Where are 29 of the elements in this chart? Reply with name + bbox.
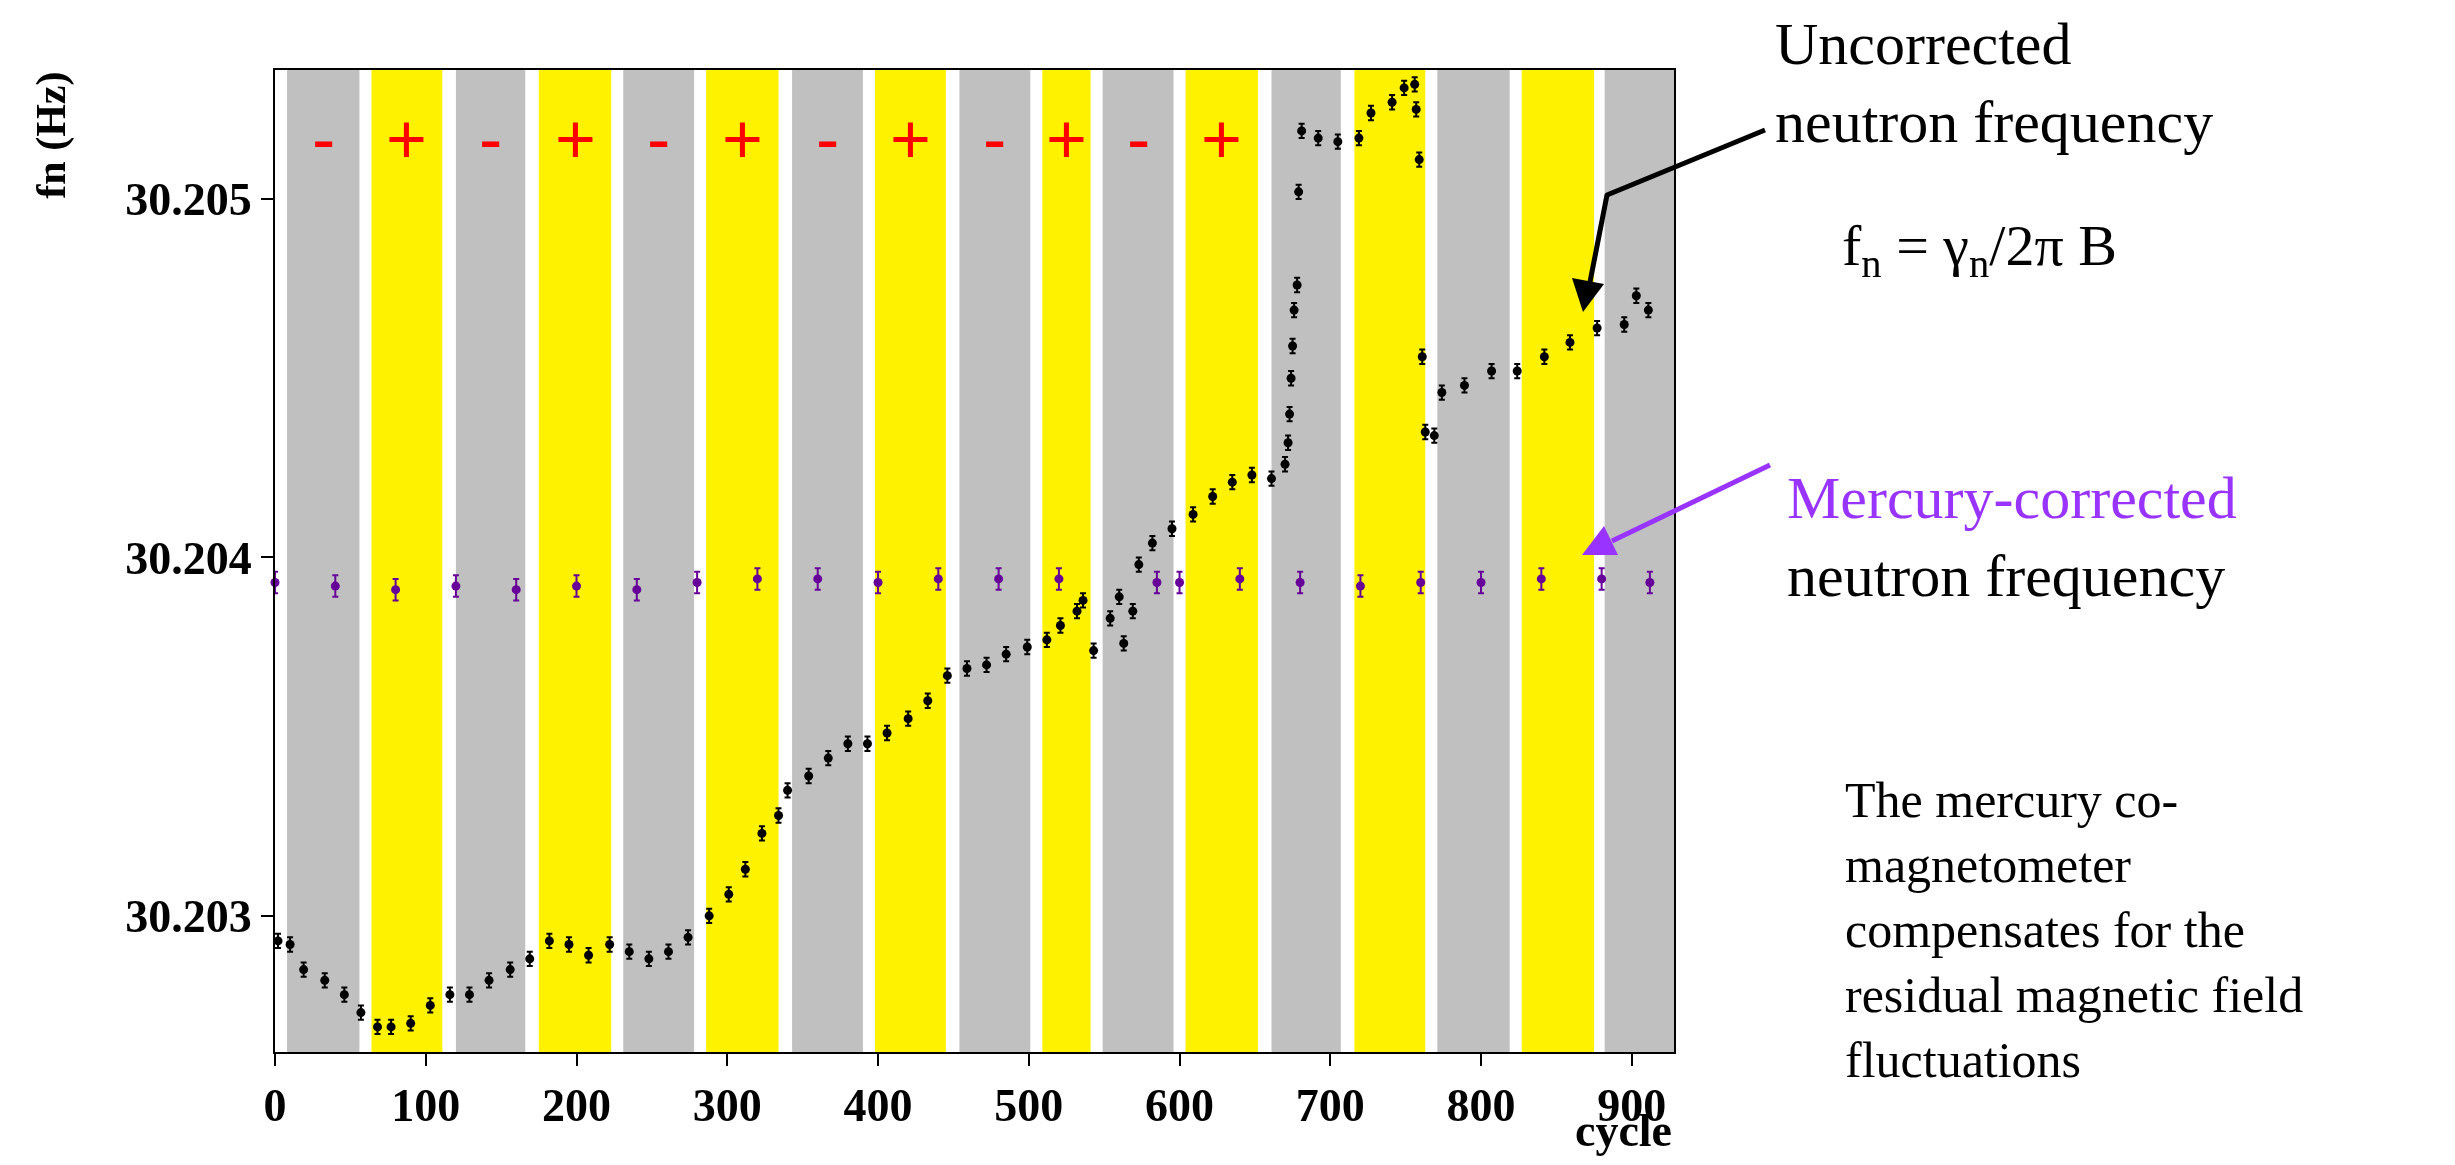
band-label: + [722,100,763,178]
band-label: - [647,100,671,178]
text: f$_{n}$ = γ$_{n}$/2π B [1842,213,2117,287]
text: Uncorrected neutron frequency [1775,11,2214,155]
x-tick-label: 600 [1145,1080,1215,1132]
band-label: - [983,100,1007,178]
x-tick-label: 700 [1295,1080,1365,1132]
x-tick-label: 100 [391,1080,461,1132]
x-tick-label: 300 [692,1080,762,1132]
x-tick-label: 400 [843,1080,913,1132]
band-label: - [816,100,840,178]
x-tick-label: 0 [263,1080,287,1132]
band-label: + [386,100,427,178]
band-label: - [1127,100,1151,178]
x-tick-label: 800 [1446,1080,1516,1132]
y-tick-label: 30.205 [125,174,252,226]
text: Mercury-corrected neutron frequency [1787,465,2237,609]
band-label: + [1201,100,1242,178]
band-label: + [1046,100,1087,178]
band-label: - [312,100,336,178]
text: The mercury co- magnetometer compensates for the residual magnetic field fluctuations [1845,772,2304,1088]
y-tick-label: 30.204 [125,532,252,584]
y-tick-label: 30.203 [125,890,252,942]
band-label: - [479,100,503,178]
band-label: + [555,100,596,178]
x-tick-label: 200 [542,1080,612,1132]
band-label: + [890,100,931,178]
y-axis-title: fn (Hz) [27,71,75,199]
x-tick-label: 500 [994,1080,1064,1132]
